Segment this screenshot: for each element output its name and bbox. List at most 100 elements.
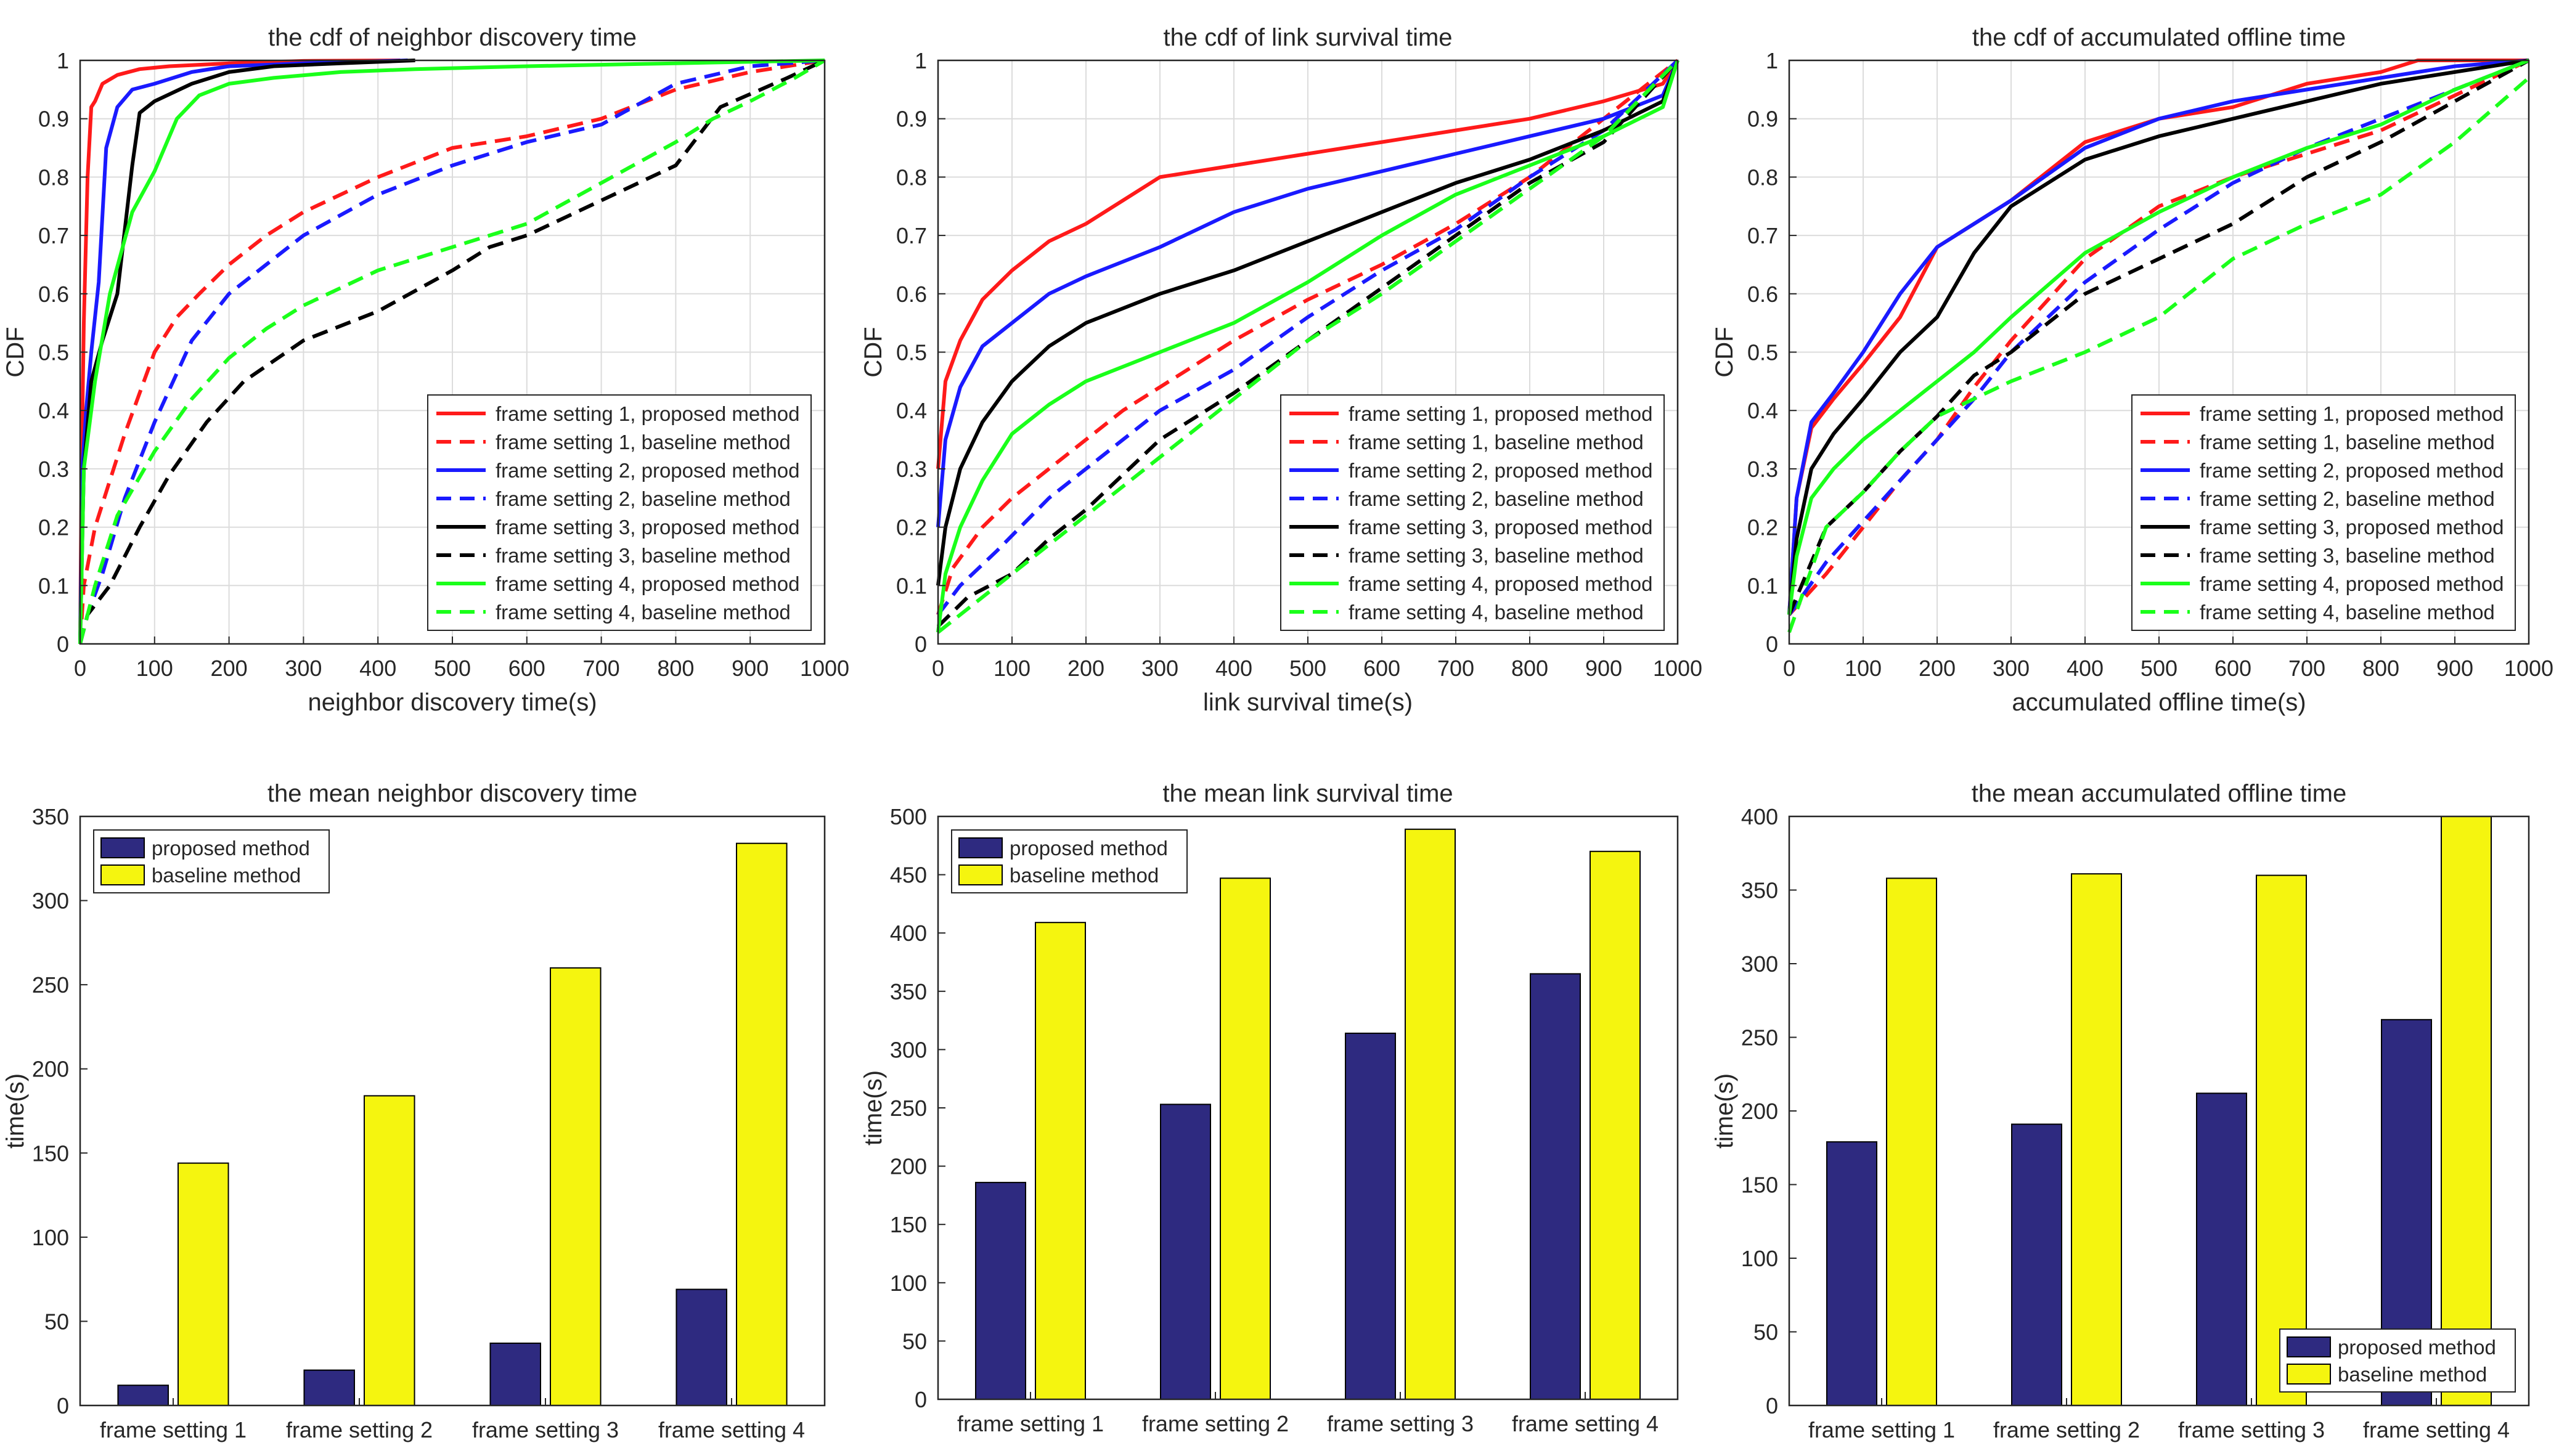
x-tick-label: 200 [1067, 656, 1104, 681]
y-tick-label: 0.1 [38, 573, 69, 598]
y-tick-label: 300 [1741, 951, 1778, 977]
x-axis-label: accumulated offline time(s) [2012, 689, 2306, 716]
y-tick-label: 0 [915, 1387, 927, 1412]
y-tick-label: 500 [890, 804, 927, 829]
legend-label-2: frame setting 1, baseline method [496, 431, 791, 453]
y-tick-label: 0 [1766, 1393, 1778, 1418]
legend-label-7: frame setting 4, proposed method [1349, 572, 1652, 595]
legend-label-7: frame setting 4, proposed method [2200, 572, 2504, 595]
y-tick-label: 100 [32, 1225, 69, 1250]
axes-frame [937, 815, 1679, 1401]
y-tick-label: 0.4 [1747, 398, 1778, 423]
x-tick-label: frame setting 2 [1142, 1411, 1289, 1436]
x-tick-label: 900 [732, 656, 769, 681]
y-tick-label: 200 [890, 1154, 927, 1179]
bar-proposed-1 [1826, 1141, 1877, 1406]
x-tick-label: 100 [1845, 656, 1882, 681]
y-tick-label: 0.6 [896, 282, 927, 307]
x-tick-label: 100 [136, 656, 173, 681]
y-tick-label: 350 [890, 979, 927, 1004]
chart-panel-5: 0 50 100 150 200 250 300 350 400 450 500 frame sett… [860, 780, 1679, 1436]
series-line-7 [1787, 59, 2530, 615]
x-tick-label: 800 [2362, 656, 2399, 681]
bar-baseline-4 [2441, 816, 2492, 1406]
y-axis-label: time(s) [860, 1070, 887, 1145]
y-tick-label: 400 [1741, 804, 1778, 829]
x-tick-label: 400 [1215, 656, 1252, 681]
y-axis-label: CDF [1711, 327, 1738, 377]
bar-baseline-1 [178, 1162, 229, 1407]
y-tick-label: 0.3 [896, 457, 927, 482]
y-tick-label: 1 [915, 48, 927, 73]
bar-baseline-1 [1035, 922, 1086, 1400]
x-tick-label: 600 [1363, 656, 1400, 681]
chart-title: the mean accumulated offline time [1972, 780, 2347, 807]
legend-label-2: frame setting 1, baseline method [2200, 431, 2495, 453]
x-tick-label: 700 [583, 656, 620, 681]
y-tick-label: 0.5 [1747, 340, 1778, 365]
y-tick-label: 250 [32, 972, 69, 998]
bar-proposed-3 [2196, 1092, 2247, 1406]
chart-title: the cdf of neighbor discovery time [268, 24, 637, 51]
y-tick-label: 1 [57, 48, 69, 73]
legend-swatch-1 [958, 837, 1003, 858]
y-tick-label: 0 [57, 1393, 69, 1418]
x-tick-label: frame setting 3 [2178, 1417, 2325, 1442]
chart-title: the mean link survival time [1162, 780, 1453, 807]
chart-panel-3: 0 100 200 300 400 500 600 700 800 900 1000 0 0.1 0.2 0… [1711, 24, 2553, 716]
bar-baseline-4 [1590, 850, 1641, 1400]
y-tick-label: 450 [890, 863, 927, 888]
y-tick-label: 0.8 [896, 165, 927, 190]
y-tick-label: 300 [32, 889, 69, 914]
y-tick-label: 0.4 [896, 398, 927, 423]
y-axis-label: time(s) [2, 1073, 29, 1149]
series-line-2 [936, 59, 1679, 616]
x-tick-label: 400 [2067, 656, 2104, 681]
legend-label-8: frame setting 4, baseline method [1349, 601, 1644, 624]
x-tick-label: 900 [2436, 656, 2473, 681]
chart-title: the cdf of accumulated offline time [1972, 24, 2346, 51]
series-line-1 [78, 59, 401, 645]
x-tick-label: 0 [932, 656, 944, 681]
series-line-6 [78, 59, 826, 645]
y-tick-label: 0.7 [896, 223, 927, 248]
y-tick-label: 0.2 [896, 515, 927, 540]
y-tick-label: 1 [1766, 48, 1778, 73]
y-tick-label: 50 [44, 1309, 69, 1334]
x-tick-label: frame setting 1 [1808, 1417, 1955, 1442]
x-tick-label: 200 [211, 656, 248, 681]
y-tick-label: 0.1 [1747, 573, 1778, 598]
x-tick-label: frame setting 3 [472, 1417, 619, 1442]
x-tick-label: frame setting 4 [2363, 1417, 2510, 1442]
x-tick-label: 300 [1993, 656, 2030, 681]
y-tick-label: 0.9 [1747, 107, 1778, 132]
x-tick-label: 0 [74, 656, 86, 681]
chart-panel-6: 0 50 100 150 200 250 300 350 400 frame setting 1 f… [1711, 780, 2530, 1442]
x-tick-label: frame setting 2 [1993, 1417, 2140, 1442]
x-tick-label: frame setting 2 [286, 1417, 433, 1442]
chart-panel-1: 0 100 200 300 400 500 600 700 800 900 1000 0 0.1 0.2 0… [2, 24, 849, 716]
y-tick-label: 250 [890, 1096, 927, 1121]
series-line-4 [936, 59, 1679, 616]
x-tick-label: frame setting 4 [1512, 1411, 1659, 1436]
series-line-8 [1787, 76, 2530, 633]
legend-label-1: proposed method [152, 837, 310, 860]
legend-label-5: frame setting 3, proposed method [1349, 516, 1652, 539]
y-tick-label: 0.7 [38, 223, 69, 248]
series-line-1 [936, 59, 1679, 470]
legend-label-1: frame setting 1, proposed method [496, 402, 799, 425]
legend: proposed method baseline method [951, 829, 1188, 893]
y-tick-label: 100 [1741, 1246, 1778, 1271]
x-tick-label: 900 [1585, 656, 1622, 681]
bar-proposed-1 [117, 1385, 169, 1407]
series-line-7 [78, 59, 825, 645]
y-tick-label: 0.8 [38, 165, 69, 190]
axes-frame [1788, 59, 2530, 645]
x-tick-label: 500 [434, 656, 471, 681]
y-tick-label: 0.4 [38, 398, 69, 423]
legend-label-4: frame setting 2, baseline method [2200, 487, 2495, 510]
y-tick-label: 150 [1741, 1173, 1778, 1198]
x-tick-label: 400 [359, 656, 396, 681]
series-line-5 [78, 59, 415, 645]
y-axis-label: CDF [2, 327, 29, 377]
